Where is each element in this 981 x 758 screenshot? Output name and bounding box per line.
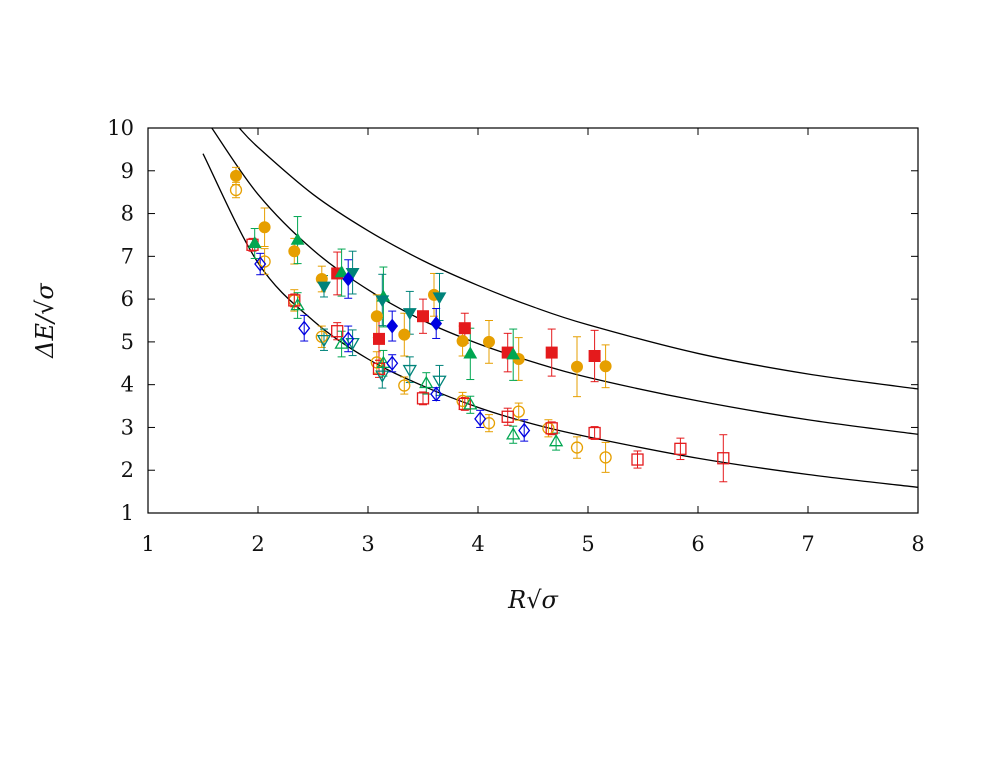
- diamond-point: [386, 318, 399, 334]
- triangle-up-point: [247, 236, 262, 249]
- diamond-point: [474, 411, 487, 427]
- triangle-up-point: [463, 346, 478, 359]
- triangle-up-point: [290, 232, 305, 245]
- y-axis-label: ΔE/√σ: [31, 283, 59, 359]
- y-tick-label: 10: [107, 116, 134, 140]
- diamond-point: [386, 355, 399, 371]
- square-point: [631, 453, 644, 466]
- data-points: [229, 169, 730, 466]
- diamond-point: [342, 331, 355, 347]
- triangle-down-point: [375, 370, 390, 383]
- circle-point: [456, 335, 469, 348]
- square-point: [588, 350, 601, 363]
- circle-point: [258, 221, 271, 234]
- diamond-point: [342, 271, 355, 287]
- triangle-down-point: [317, 281, 331, 294]
- triangle-up-point: [548, 433, 564, 447]
- x-axis-label: R√σ: [507, 586, 558, 614]
- square-point: [373, 332, 385, 345]
- y-axis: 1 2 3 4 5 6 7 8 9 10: [107, 116, 918, 525]
- square-point: [545, 346, 558, 359]
- diamond-point: [298, 320, 311, 336]
- y-tick-label: 1: [121, 501, 134, 525]
- square-point: [331, 325, 344, 338]
- square-point: [416, 392, 430, 405]
- fit-curve: [238, 128, 918, 390]
- triangle-up-point: [506, 427, 521, 440]
- circle-point: [230, 169, 242, 182]
- triangle-down-point: [402, 308, 417, 321]
- triangle-up-point: [506, 347, 521, 360]
- circle-point: [483, 335, 495, 348]
- triangle-up-point: [334, 265, 349, 278]
- triangle-up-point: [290, 297, 305, 311]
- diamond-point: [518, 422, 531, 439]
- diamond-point: [430, 386, 443, 402]
- x-tick-label: 4: [471, 532, 484, 556]
- circle-point: [482, 417, 496, 430]
- square-point: [588, 426, 601, 440]
- circle-point: [599, 451, 612, 464]
- x-tick-label: 1: [141, 532, 154, 556]
- y-tick-label: 6: [121, 287, 134, 311]
- x-tick-label: 5: [581, 532, 594, 556]
- fit-curves: [202, 128, 918, 488]
- y-tick-label: 3: [121, 415, 134, 439]
- diamond-point: [430, 316, 443, 331]
- square-point: [717, 452, 730, 465]
- y-tick-label: 2: [121, 458, 134, 482]
- square-point: [501, 410, 514, 423]
- x-tick-label: 2: [251, 532, 264, 556]
- circle-point: [571, 360, 583, 373]
- circle-point: [599, 360, 612, 373]
- y-tick-label: 8: [121, 202, 134, 226]
- triangle-up-point: [376, 355, 391, 369]
- x-axis: 1 2 3 4 5 6 7 8: [141, 128, 925, 556]
- circle-point: [398, 379, 411, 392]
- diamond-point: [254, 256, 267, 272]
- fit-curve: [202, 153, 918, 488]
- square-point: [417, 310, 429, 323]
- circle-point: [288, 245, 301, 258]
- y-tick-label: 7: [121, 244, 134, 268]
- x-tick-label: 3: [361, 532, 374, 556]
- triangle-up-point: [463, 397, 478, 410]
- triangle-down-point: [402, 364, 417, 378]
- circle-point: [258, 255, 271, 268]
- triangle-down-point: [375, 295, 390, 308]
- triangle-down-point: [432, 292, 447, 305]
- square-point: [458, 322, 471, 335]
- triangle-down-point: [316, 334, 332, 348]
- x-tick-label: 8: [911, 532, 924, 556]
- y-tick-label: 5: [121, 330, 134, 354]
- y-tick-label: 4: [121, 373, 134, 397]
- circle-point: [398, 328, 411, 341]
- square-point: [545, 422, 558, 435]
- circle-point: [456, 394, 469, 408]
- triangle-up-point: [419, 375, 434, 389]
- triangle-up-point: [334, 336, 349, 349]
- x-tick-label: 7: [801, 532, 814, 556]
- y-tick-label: 9: [121, 159, 134, 183]
- triangle-down-point: [432, 375, 447, 389]
- square-point: [674, 442, 687, 455]
- x-tick-label: 6: [691, 532, 704, 556]
- circle-point: [229, 183, 243, 197]
- plot-frame: [147, 127, 919, 514]
- circle-point: [370, 310, 383, 323]
- circle-point: [570, 441, 584, 454]
